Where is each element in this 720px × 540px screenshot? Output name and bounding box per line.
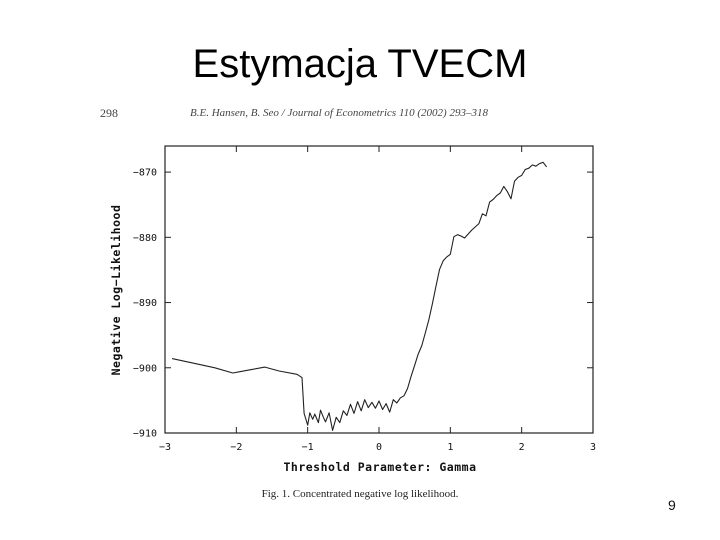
plot-frame xyxy=(164,145,594,434)
y-tick-label: −880 xyxy=(133,233,157,244)
y-axis-label: Negative Log−Likelihood xyxy=(109,205,123,376)
y-tick-label: −890 xyxy=(133,298,157,309)
figure-caption: Fig. 1. Concentrated negative log likeli… xyxy=(261,488,459,500)
x-tick-label: −3 xyxy=(159,442,171,453)
plot-area: −3 −2 −1 0 1 2 3 −870 −880 −890 −900 −910 xyxy=(133,145,596,453)
chart: −3 −2 −1 0 1 2 3 −870 −880 −890 −900 −910 Negative … xyxy=(109,145,596,474)
y-tick-label: −910 xyxy=(133,429,157,440)
x-tick-label: −1 xyxy=(302,442,314,453)
x-tick-label: 0 xyxy=(376,442,382,453)
figure-page-number: 298 xyxy=(100,106,118,120)
series-line xyxy=(171,161,548,431)
x-tick-label: −2 xyxy=(230,442,242,453)
slide-number: 9 xyxy=(668,497,676,513)
figure-header: B.E. Hansen, B. Seo / Journal of Econome… xyxy=(190,107,488,119)
x-tick-label: 1 xyxy=(447,442,453,453)
x-tick-label: 2 xyxy=(519,442,525,453)
x-tick-label: 3 xyxy=(590,442,596,453)
y-tick-label: −870 xyxy=(133,168,157,179)
y-tick-label: −900 xyxy=(133,363,157,374)
slide-title: Estymacja TVECM xyxy=(192,42,528,86)
x-axis-label: Threshold Parameter: Gamma xyxy=(283,460,476,474)
